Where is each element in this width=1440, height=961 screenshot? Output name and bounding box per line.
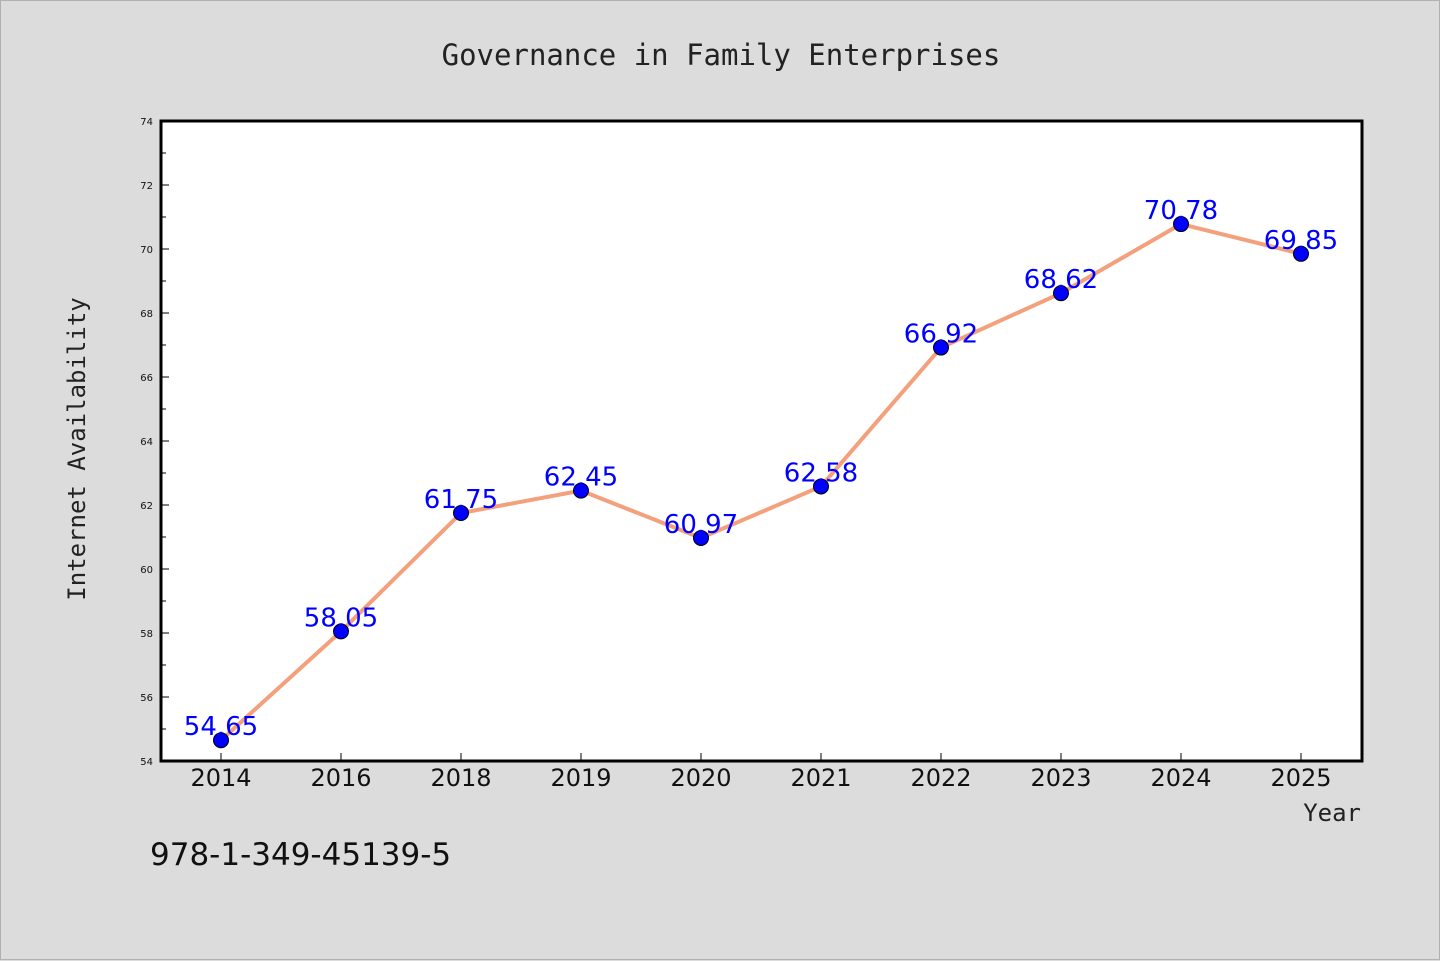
series-line-group: 54.65 58.05 61.75 62.45 60.97 62.58 66.92 68.62… bbox=[184, 196, 1338, 749]
data-point-marker bbox=[1053, 285, 1069, 302]
y-tick-label: 54 bbox=[140, 757, 153, 768]
x-tick-label: 2023 bbox=[1030, 764, 1091, 792]
x-axis-label: Year bbox=[1303, 799, 1361, 827]
data-label: 66.92 bbox=[904, 320, 978, 350]
y-tick-label: 62 bbox=[140, 501, 153, 512]
chart-title: Governance in Family Enterprises bbox=[442, 38, 1001, 72]
x-tick-label: 2018 bbox=[430, 764, 491, 792]
y-tick-label: 68 bbox=[140, 309, 153, 320]
y-tick-label: 58 bbox=[140, 629, 153, 640]
x-tick-label: 2021 bbox=[790, 764, 851, 792]
data-point-marker bbox=[813, 478, 829, 495]
data-point-marker bbox=[1293, 245, 1309, 262]
data-label: 68.62 bbox=[1024, 265, 1098, 295]
data-point-marker bbox=[453, 505, 469, 521]
x-tick-label: 2020 bbox=[670, 764, 731, 792]
footer-code: 978-1-349-45139-5 bbox=[150, 837, 451, 873]
x-tick-label: 2022 bbox=[910, 764, 971, 792]
data-point-marker bbox=[213, 732, 229, 749]
x-axis: 2014 2016 2018 2019 2020 2021 2022 2023 2024 2025 bbox=[190, 753, 1332, 792]
y-tick-label: 72 bbox=[140, 181, 153, 192]
y-axis: 54 56 58 60 62 64 66 68 70 72 74 bbox=[140, 117, 169, 768]
data-label: 60.97 bbox=[664, 510, 738, 540]
data-point-marker bbox=[693, 529, 709, 546]
y-tick-label: 64 bbox=[140, 437, 153, 448]
data-label: 70.78 bbox=[1144, 196, 1218, 226]
data-label: 61.75 bbox=[424, 485, 498, 515]
data-point-marker bbox=[933, 339, 949, 356]
data-point-marker bbox=[573, 482, 589, 499]
data-label: 58.05 bbox=[304, 603, 378, 633]
data-point-marker bbox=[1173, 216, 1189, 233]
plot-area bbox=[159, 119, 1364, 763]
x-tick-label: 2016 bbox=[310, 764, 371, 792]
data-label: 62.45 bbox=[544, 463, 618, 493]
data-label: 69.85 bbox=[1264, 226, 1338, 256]
y-tick-label: 70 bbox=[140, 245, 153, 256]
x-tick-label: 2025 bbox=[1270, 764, 1331, 792]
x-tick-label: 2014 bbox=[190, 764, 251, 792]
y-tick-label: 56 bbox=[140, 693, 153, 704]
x-tick-label: 2024 bbox=[1150, 764, 1211, 792]
y-tick-label: 66 bbox=[140, 373, 153, 384]
series-line bbox=[219, 222, 1302, 742]
data-label: 62.58 bbox=[784, 458, 858, 488]
y-tick-label: 74 bbox=[140, 117, 153, 128]
data-point-marker bbox=[333, 623, 349, 640]
y-tick-label: 60 bbox=[140, 565, 153, 576]
x-tick-label: 2019 bbox=[550, 764, 611, 792]
y-axis-label: Internet Availability bbox=[63, 297, 91, 600]
data-label: 54.65 bbox=[184, 712, 258, 742]
